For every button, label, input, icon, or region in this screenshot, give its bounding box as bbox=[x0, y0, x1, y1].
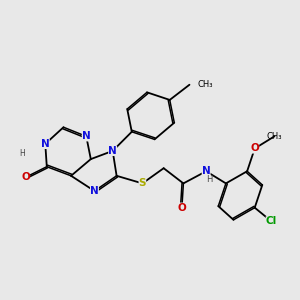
Text: Cl: Cl bbox=[266, 216, 277, 226]
Text: S: S bbox=[139, 178, 146, 188]
Text: O: O bbox=[178, 203, 186, 213]
Text: N: N bbox=[41, 139, 50, 149]
Text: N: N bbox=[108, 146, 117, 156]
Text: O: O bbox=[21, 172, 30, 182]
Text: N: N bbox=[202, 166, 211, 176]
Text: H: H bbox=[20, 148, 26, 158]
Text: N: N bbox=[90, 186, 99, 196]
Text: CH₃: CH₃ bbox=[267, 132, 282, 141]
Text: O: O bbox=[250, 143, 259, 154]
Text: H: H bbox=[206, 175, 212, 184]
Text: N: N bbox=[82, 131, 91, 141]
Text: CH₃: CH₃ bbox=[197, 80, 213, 89]
